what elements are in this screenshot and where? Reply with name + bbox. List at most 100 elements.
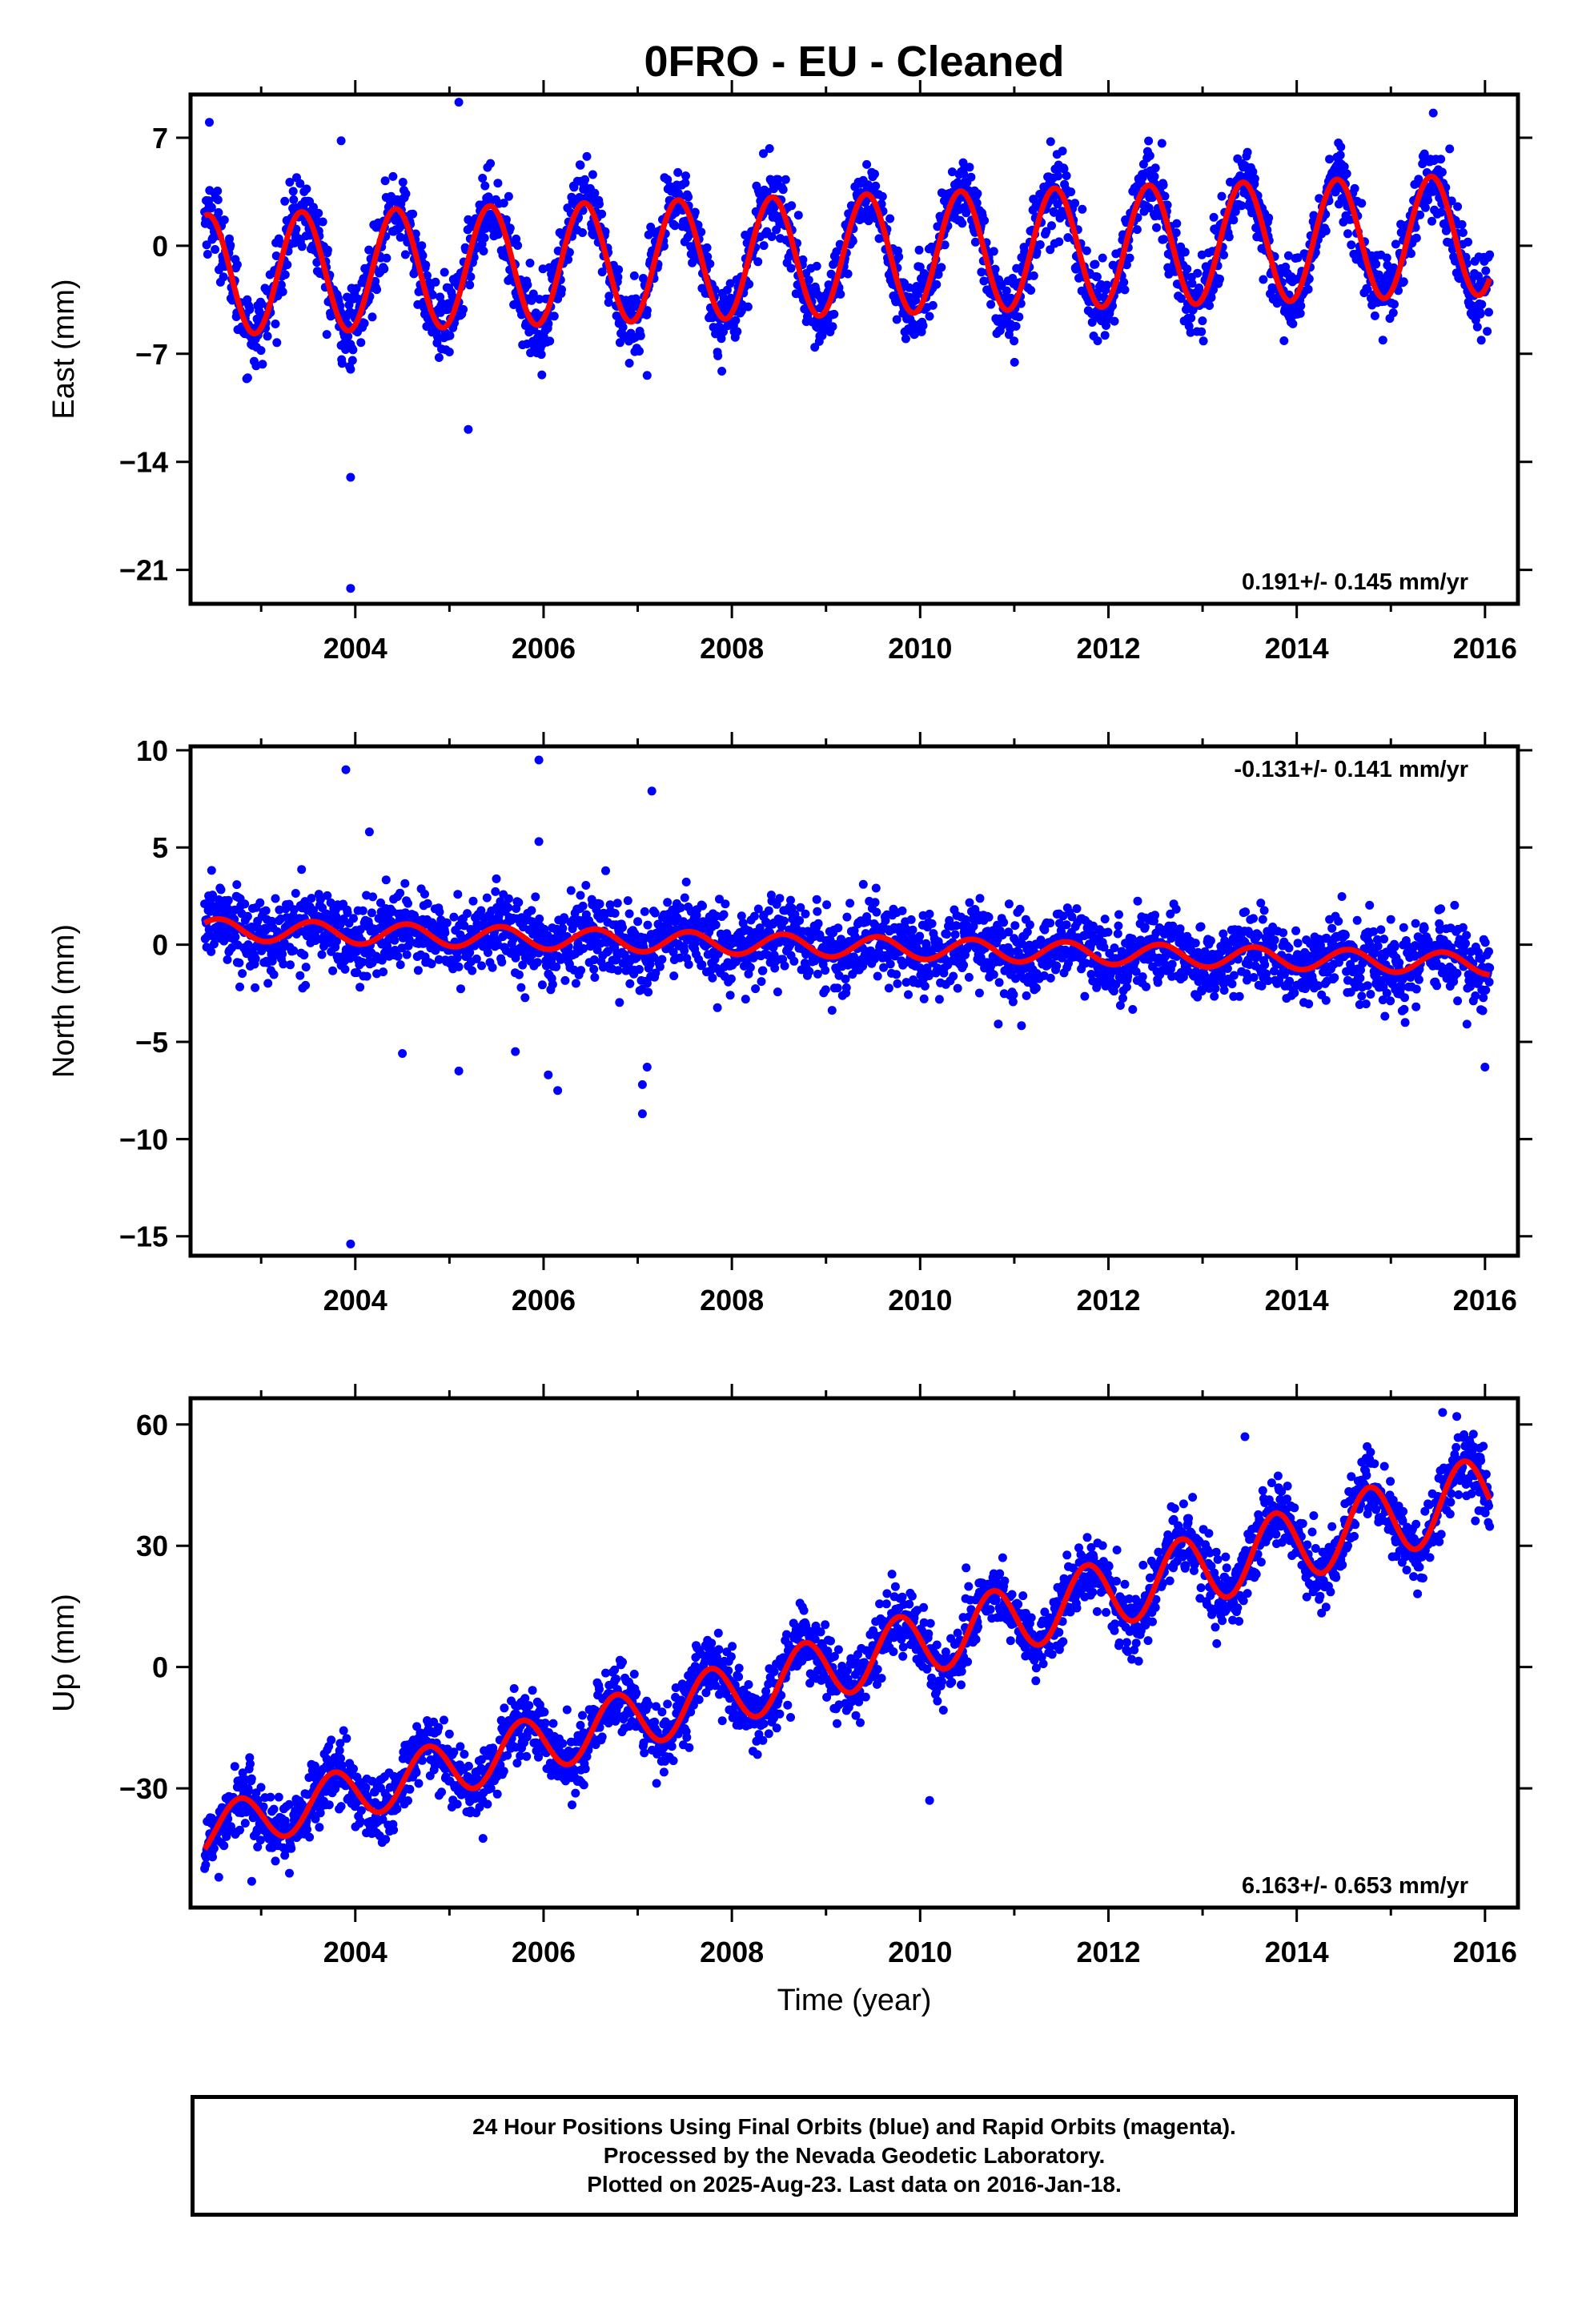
data-point <box>1327 923 1337 933</box>
data-point <box>745 963 755 972</box>
data-point <box>1243 147 1252 157</box>
data-point <box>580 175 590 184</box>
data-point <box>618 923 627 932</box>
data-point <box>367 908 376 918</box>
data-point <box>680 946 689 955</box>
y-tick-label: 0 <box>152 230 168 263</box>
data-point <box>972 199 982 207</box>
data-point <box>789 956 799 966</box>
data-point <box>965 898 974 907</box>
data-point <box>216 885 226 895</box>
data-point <box>1237 201 1247 211</box>
data-point <box>440 267 449 277</box>
data-point <box>278 949 287 959</box>
data-point <box>322 330 331 340</box>
data-point <box>1483 327 1492 336</box>
outlier-point <box>346 584 355 593</box>
data-point <box>1010 357 1019 367</box>
data-point <box>669 971 679 981</box>
data-point <box>223 895 233 905</box>
data-point <box>231 932 240 942</box>
data-point <box>286 960 295 970</box>
data-point <box>295 179 305 188</box>
data-point <box>379 967 388 977</box>
data-point <box>1477 300 1487 309</box>
data-point <box>1293 253 1303 263</box>
data-point <box>977 267 986 277</box>
data-point <box>1390 300 1399 309</box>
data-point <box>1150 911 1160 920</box>
data-point <box>328 966 338 975</box>
data-point <box>833 923 843 933</box>
data-point <box>1464 237 1472 247</box>
data-point <box>919 994 929 1003</box>
data-point <box>251 954 260 963</box>
data-point <box>655 962 665 971</box>
data-point <box>813 969 822 979</box>
outlier-point <box>454 98 464 107</box>
data-point <box>713 351 723 360</box>
data-point <box>757 977 766 987</box>
data-point <box>1343 229 1352 239</box>
data-point <box>796 903 805 912</box>
data-point <box>1122 260 1131 270</box>
data-point <box>1357 199 1367 208</box>
data-point <box>862 917 872 926</box>
outlier-point <box>205 118 214 127</box>
data-point <box>969 922 978 931</box>
data-point <box>1209 212 1219 222</box>
data-point <box>1347 240 1356 250</box>
data-point <box>715 895 724 904</box>
data-point <box>702 243 712 252</box>
data-point <box>629 271 639 280</box>
data-point <box>207 866 216 875</box>
data-point <box>545 336 555 346</box>
data-point <box>243 911 252 921</box>
data-point <box>773 987 782 997</box>
data-point <box>557 285 566 295</box>
data-point <box>480 181 490 191</box>
data-point <box>435 907 444 917</box>
data-point <box>1046 245 1055 255</box>
data-point <box>283 260 292 270</box>
data-point <box>1293 939 1303 948</box>
panel-1: 2004 2006 2008 2010 2012 2014 201670−7−14−21Ea… <box>47 80 1532 665</box>
data-point <box>870 955 879 963</box>
data-point <box>226 240 235 250</box>
data-point <box>1285 976 1295 986</box>
data-point <box>1102 280 1112 290</box>
data-point <box>1457 219 1467 229</box>
data-point <box>323 891 332 900</box>
data-point <box>842 912 852 922</box>
data-point <box>1241 907 1251 917</box>
data-point <box>271 894 280 903</box>
x-tick-label: 2004 <box>323 632 387 665</box>
data-point <box>1058 911 1068 921</box>
data-point <box>464 215 473 224</box>
data-point <box>423 899 432 908</box>
data-point <box>858 962 868 971</box>
data-point <box>1476 309 1485 319</box>
data-point <box>1303 284 1313 294</box>
data-point <box>1420 203 1430 212</box>
x-tick-label: 2012 <box>1076 632 1140 665</box>
data-point <box>232 880 242 890</box>
data-point <box>605 900 615 910</box>
data-point <box>214 207 223 217</box>
data-point <box>615 998 624 1007</box>
data-point <box>476 906 486 915</box>
data-point <box>504 191 513 201</box>
data-point <box>1186 313 1196 323</box>
data-point <box>417 241 427 251</box>
data-point <box>770 963 780 973</box>
data-point <box>1215 274 1224 283</box>
data-point <box>437 299 447 308</box>
data-point <box>1458 228 1468 237</box>
data-point <box>488 963 497 972</box>
data-point <box>301 980 311 990</box>
data-point <box>340 964 350 974</box>
data-point <box>877 191 887 201</box>
data-point <box>812 895 821 904</box>
data-point <box>805 967 814 976</box>
data-point <box>675 953 685 963</box>
